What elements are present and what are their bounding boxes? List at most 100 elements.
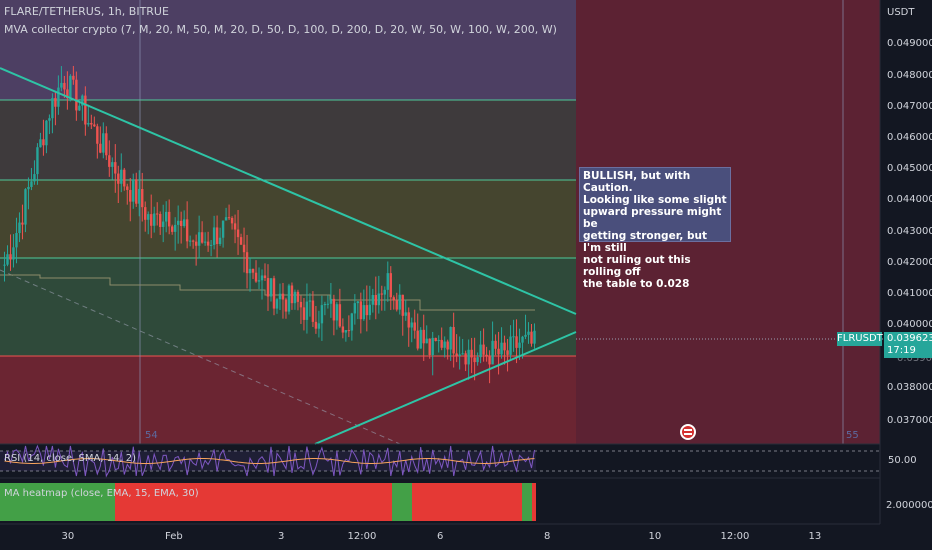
candle-body	[114, 162, 117, 174]
candle-body	[75, 79, 78, 111]
candle-body	[443, 341, 446, 348]
rsi-legend[interactable]: RSI (14, close, SMA, 14, 2)	[4, 453, 137, 464]
candle-body	[461, 353, 464, 355]
candle-body	[422, 329, 425, 344]
candle-body	[527, 331, 530, 335]
time-tick: Feb	[165, 531, 183, 542]
candle-body	[356, 301, 360, 304]
candle-body	[200, 232, 204, 243]
indicator-legend[interactable]: MVA collector crypto (7, M, 20, M, 50, M…	[4, 23, 557, 36]
candle-body	[497, 348, 500, 355]
zone-red	[0, 356, 576, 444]
candle-body	[377, 293, 380, 306]
candle-body	[302, 307, 306, 320]
current-price: 0.039623	[887, 333, 932, 344]
candle-body	[159, 213, 162, 227]
candle-body	[323, 304, 327, 306]
candle-body	[194, 241, 198, 246]
price-tick: 0.048000	[887, 70, 932, 81]
candle-body	[3, 264, 6, 266]
candle-body	[90, 122, 93, 125]
rsi-value: 50.00	[888, 455, 917, 466]
heatmap-segment	[412, 483, 522, 521]
candle-body	[257, 280, 261, 282]
resistance-trendline	[0, 67, 577, 315]
candle-body	[144, 207, 147, 220]
candle-body	[167, 211, 171, 227]
candle-body	[224, 217, 228, 221]
candle-body	[491, 340, 494, 365]
time-tick: 8	[544, 531, 551, 542]
zone-dark-olive	[0, 100, 576, 180]
candle-body	[383, 289, 386, 295]
zone-purple	[0, 0, 576, 100]
candle-body	[176, 220, 180, 225]
candle-body	[386, 273, 389, 290]
candle-body	[290, 285, 294, 304]
candle-body	[60, 82, 63, 88]
time-tick: 12:00	[720, 531, 750, 542]
candle-body	[350, 313, 354, 331]
price-tick: 0.037000	[887, 415, 932, 426]
candle-body	[470, 349, 473, 358]
candle-body	[428, 338, 431, 356]
candle-body	[473, 357, 476, 363]
candle-body	[338, 304, 342, 327]
candle-body	[147, 214, 150, 220]
candle-body	[266, 278, 270, 297]
candle-body	[218, 237, 222, 245]
vline-right-label: 55	[846, 430, 859, 441]
candle-body	[287, 285, 291, 312]
candle-body	[446, 341, 449, 350]
candle-body	[464, 353, 467, 365]
candle-body	[126, 186, 129, 190]
candle-body	[407, 312, 410, 328]
candle-body	[260, 275, 264, 281]
candle-body	[141, 188, 144, 208]
candle-body	[419, 329, 422, 349]
candle-body	[317, 323, 321, 329]
candle-body	[72, 75, 75, 80]
candle-body	[449, 327, 452, 350]
candle-body	[425, 338, 428, 344]
candle-body	[395, 300, 398, 310]
time-tick: 3	[278, 531, 285, 542]
candle-body	[431, 337, 434, 356]
candle-body	[105, 133, 108, 156]
candle-body	[374, 294, 378, 306]
heatmap-segment	[532, 483, 536, 521]
price-tick: 0.043000	[887, 226, 932, 237]
candle-body	[401, 294, 404, 316]
candle-body	[365, 305, 369, 316]
candle-body	[164, 211, 168, 222]
price-tick: 0.038000	[887, 382, 932, 393]
candle-body	[452, 327, 455, 354]
candle-body	[39, 139, 42, 148]
candle-body	[398, 294, 401, 310]
candle-body	[434, 337, 437, 341]
candle-body	[521, 336, 524, 343]
candle-body	[296, 291, 300, 302]
candle-body	[81, 95, 84, 106]
candle-body	[482, 344, 485, 355]
flag-marker-icon[interactable]	[680, 424, 696, 440]
candle-body	[236, 229, 240, 238]
current-price-tag: 0.039623 17:19	[884, 332, 932, 358]
candle-body	[248, 268, 252, 274]
candle-body	[515, 336, 518, 348]
time-tick: 10	[648, 531, 662, 542]
candle-body	[36, 147, 39, 175]
heatmap-legend[interactable]: MA heatmap (close, EMA, 15, EMA, 30)	[4, 488, 199, 499]
candle-body	[185, 219, 189, 242]
candle-body	[182, 219, 186, 226]
annotation-note[interactable]: BULLISH, but with Caution. Looking like …	[579, 167, 731, 290]
candle-body	[263, 275, 267, 279]
candle-body	[42, 139, 45, 146]
candle-body	[269, 278, 273, 297]
ma-heatmap-bars	[0, 483, 536, 521]
candle-body	[239, 237, 243, 245]
time-tick: 6	[437, 531, 444, 542]
candle-body	[479, 344, 482, 358]
candle-body	[111, 162, 114, 167]
